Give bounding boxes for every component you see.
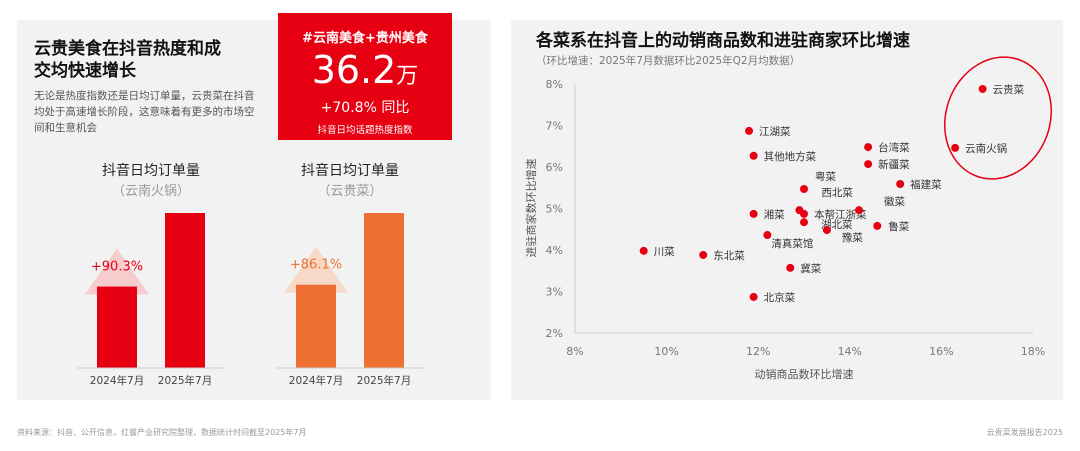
bar-2024 [296, 284, 336, 368]
point-label: 粤菜 [815, 170, 836, 183]
bar-2025 [165, 213, 205, 368]
point-label: 新疆菜 [878, 158, 910, 171]
point-label: 豫菜 [842, 231, 863, 244]
x-tick-label: 8% [566, 345, 583, 358]
data-point [896, 180, 905, 189]
point-label: 冀菜 [800, 262, 821, 275]
growth-label: +90.3% [91, 260, 143, 275]
data-point [978, 84, 987, 93]
title-line: 交均快速增长 [34, 61, 136, 81]
point-label: 徽菜 [884, 195, 905, 208]
data-point [873, 221, 882, 230]
y-tick-label: 6% [546, 161, 563, 174]
point-label: 本帮江浙菜 [814, 208, 867, 221]
data-point [786, 263, 795, 272]
bar-chart-1-title: 抖音日均订单量 [102, 163, 200, 179]
point-label: 川菜 [654, 246, 675, 258]
data-point [639, 246, 648, 255]
category-label: 2024年7月 [289, 374, 343, 387]
y-tick-label: 2% [546, 327, 563, 340]
y-tick-label: 3% [546, 286, 563, 299]
point-label: 湘菜 [764, 208, 785, 221]
x-axis-label: 动销商品数环比增速 [755, 367, 854, 381]
title-line: 云贵美食在抖音热度和成 [34, 39, 221, 59]
data-point [749, 151, 758, 160]
data-point [854, 206, 863, 215]
point-label: 西北菜 [821, 187, 853, 199]
x-tick-label: 18% [1021, 345, 1045, 358]
scatter-chart: 8% 10% 12% 14% 16% 18% 2% 3% 4% 5% 6% 7% 8% 动销商品数环比增速… [524, 56, 1053, 381]
value-number: 36.2 [311, 48, 397, 92]
category-label: 2025年7月 [357, 374, 411, 387]
y-axis-label: 进驻商家数环比增速 [524, 159, 538, 258]
y-tick-label: 8% [546, 78, 563, 91]
bar-chart-2-title: 抖音日均订单量 [301, 163, 399, 179]
category-label: 2025年7月 [158, 374, 212, 387]
highlight-value: 36.2万 [278, 50, 452, 97]
x-tick-label: 12% [746, 345, 770, 358]
point-label: 其他地方菜 [764, 150, 817, 163]
x-tick-label: 10% [654, 345, 678, 358]
point-label: 云南火锅 [965, 142, 1007, 155]
left-title: 云贵美食在抖音热度和成 交均快速增长 [34, 38, 221, 82]
point-label: 鲁菜 [888, 220, 909, 233]
bar-chart-2-subtitle: （云贵菜） [317, 184, 383, 199]
value-unit: 万 [396, 64, 419, 89]
bar-chart-1-subtitle: （云南火锅） [111, 184, 190, 199]
bar-2025 [364, 213, 404, 368]
data-point [800, 218, 808, 227]
right-panel [511, 20, 1063, 400]
highlight-circle [943, 56, 1053, 180]
data-point [745, 126, 754, 135]
x-tick-label: 14% [838, 345, 862, 358]
data-point [800, 209, 808, 218]
left-description: 无论是热度指数还是日均订单量，云贵菜在抖音均处于高速增长阶段，这意味着有更多的市… [34, 90, 255, 134]
data-point [749, 292, 758, 301]
point-label: 北京菜 [764, 291, 796, 304]
point-label: 江湖菜 [759, 126, 791, 138]
highlight-yoy: +70.8% 同比 [320, 100, 410, 116]
y-tick-label: 5% [546, 203, 563, 216]
y-tick-label: 4% [546, 244, 563, 257]
point-label: 福建菜 [910, 178, 942, 191]
point-label: 东北菜 [713, 249, 745, 262]
data-point [763, 231, 772, 240]
footer-report: 云贵菜发展报告2025 [986, 428, 1063, 437]
bar-2024 [97, 286, 137, 368]
data-point [864, 143, 873, 152]
scatter-title: 各菜系在抖音上的动销商品数和进驻商家环比增速 [536, 31, 910, 51]
data-point [800, 184, 808, 193]
highlight-card: #云南美食+贵州美食 36.2万 +70.8% 同比 抖音日均话题热度指数 [278, 13, 452, 140]
footer-source: 资料来源：抖音、公开信息，红餐产业研究院整理，数据统计时间截至2025年7月 [17, 428, 307, 437]
highlight-caption: 抖音日均话题热度指数 [317, 125, 413, 136]
y-tick-label: 7% [546, 120, 563, 133]
growth-label: +86.1% [290, 258, 342, 273]
data-point [699, 250, 708, 259]
data-point [749, 209, 758, 218]
data-point [822, 226, 831, 235]
bar-charts: +90.3% 2024年7月 2025年7月 +86.1% 2024年7月 2025年7月 [77, 213, 424, 387]
data-point [951, 143, 960, 152]
data-point [864, 160, 873, 169]
highlight-tag: #云南美食+贵州美食 [302, 31, 428, 46]
point-label: 云贵菜 [993, 83, 1025, 96]
x-tick-label: 16% [929, 345, 953, 358]
category-label: 2024年7月 [90, 374, 144, 387]
point-label: 清真菜馆 [771, 237, 813, 250]
point-label: 台湾菜 [878, 141, 910, 154]
scatter-subtitle: （环比增速：2025年7月数据环比2025年Q2月均数据） [536, 55, 801, 67]
